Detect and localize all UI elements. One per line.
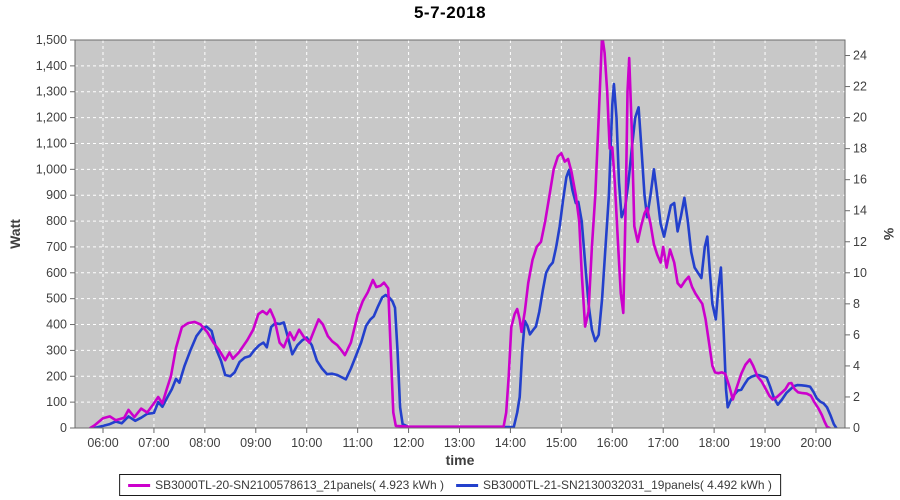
- legend-line-swatch-magenta: [128, 483, 151, 487]
- legend-item-inverter-20: SB3000TL-20-SN2100578613_21panels( 4.923…: [128, 478, 444, 492]
- chart-title: 5-7-2018: [413, 3, 487, 22]
- right-axis-label: %: [881, 228, 897, 241]
- svg-text:500: 500: [46, 292, 67, 306]
- legend-label: SB3000TL-21-SN2130032031_19panels( 4.492…: [483, 478, 772, 492]
- svg-text:8: 8: [853, 297, 860, 311]
- svg-text:18: 18: [853, 142, 867, 156]
- svg-text:300: 300: [46, 343, 67, 357]
- svg-text:18:00: 18:00: [698, 436, 729, 450]
- svg-text:12: 12: [853, 235, 867, 249]
- svg-text:13:00: 13:00: [444, 436, 475, 450]
- svg-text:900: 900: [46, 188, 67, 202]
- legend: SB3000TL-20-SN2100578613_21panels( 4.923…: [119, 474, 781, 496]
- svg-text:20:00: 20:00: [800, 436, 831, 450]
- svg-text:700: 700: [46, 240, 67, 254]
- svg-text:400: 400: [46, 318, 67, 332]
- svg-text:16: 16: [853, 173, 867, 187]
- svg-text:14: 14: [853, 204, 867, 218]
- svg-text:1,400: 1,400: [36, 59, 67, 73]
- left-axis-label: Watt: [7, 219, 23, 249]
- svg-text:15:00: 15:00: [546, 436, 577, 450]
- svg-text:20: 20: [853, 111, 867, 125]
- svg-text:1,000: 1,000: [36, 162, 67, 176]
- svg-text:22: 22: [853, 80, 867, 94]
- svg-text:1,100: 1,100: [36, 136, 67, 150]
- svg-text:11:00: 11:00: [342, 436, 372, 450]
- svg-text:1,500: 1,500: [36, 33, 67, 47]
- legend-label: SB3000TL-20-SN2100578613_21panels( 4.923…: [155, 478, 444, 492]
- svg-text:09:00: 09:00: [240, 436, 271, 450]
- svg-text:17:00: 17:00: [648, 436, 679, 450]
- svg-text:06:00: 06:00: [87, 436, 118, 450]
- svg-text:600: 600: [46, 266, 67, 280]
- svg-text:800: 800: [46, 214, 67, 228]
- svg-text:200: 200: [46, 369, 67, 383]
- svg-text:08:00: 08:00: [189, 436, 220, 450]
- svg-text:1,300: 1,300: [36, 85, 67, 99]
- svg-text:14:00: 14:00: [495, 436, 526, 450]
- svg-text:16:00: 16:00: [597, 436, 628, 450]
- svg-text:0: 0: [853, 421, 860, 435]
- svg-text:2: 2: [853, 390, 860, 404]
- svg-text:10: 10: [853, 266, 867, 280]
- svg-text:6: 6: [853, 328, 860, 342]
- svg-text:12:00: 12:00: [393, 436, 424, 450]
- legend-line-swatch-blue: [456, 483, 478, 487]
- svg-text:1,200: 1,200: [36, 111, 67, 125]
- svg-text:19:00: 19:00: [749, 436, 780, 450]
- svg-text:07:00: 07:00: [138, 436, 169, 450]
- svg-text:24: 24: [853, 49, 867, 63]
- x-axis-label: time: [446, 452, 475, 468]
- svg-text:4: 4: [853, 359, 860, 373]
- svg-text:100: 100: [46, 395, 67, 409]
- chart-canvas: 01002003004005006007008009001,0001,1001,…: [7, 33, 897, 468]
- svg-text:0: 0: [60, 421, 67, 435]
- svg-text:10:00: 10:00: [291, 436, 322, 450]
- legend-item-inverter-21: SB3000TL-21-SN2130032031_19panels( 4.492…: [456, 478, 772, 492]
